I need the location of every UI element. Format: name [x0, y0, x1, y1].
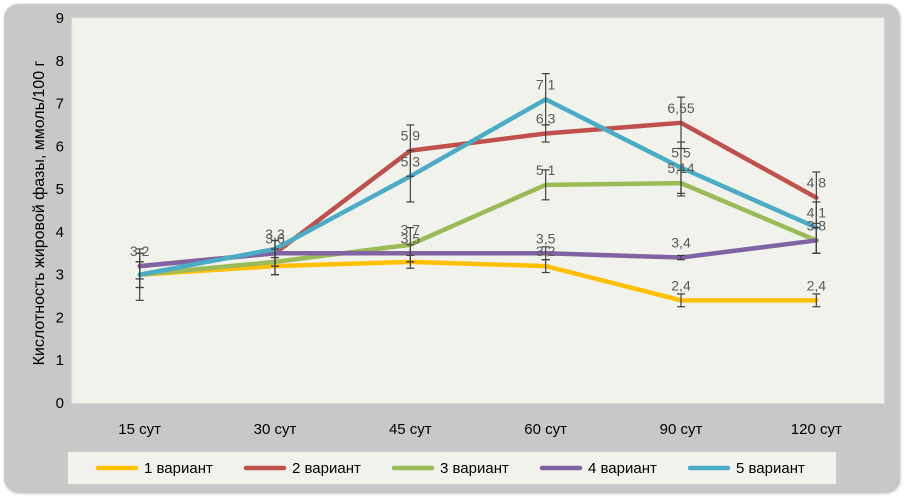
data-label: 3,5	[536, 230, 556, 246]
data-label: 3,6	[265, 230, 285, 246]
x-tick-label: 30 сут	[254, 421, 297, 438]
legend: 1 вариант 2 вариант 3 вариант 4 вариант 5 ва…	[95, 460, 805, 477]
data-label: 4,1	[807, 205, 827, 221]
y-tick-label: 0	[56, 395, 64, 412]
series-line	[137, 180, 819, 277]
data-label: 3,2	[130, 243, 150, 259]
legend-label: 2 вариант	[292, 460, 361, 477]
y-tick-label: 8	[56, 53, 64, 70]
y-tick-label: 7	[56, 96, 64, 113]
x-tick-label: 45 сут	[389, 421, 432, 438]
data-label: 6,3	[536, 111, 556, 127]
legend-label: 5 вариант	[736, 460, 805, 477]
data-label: 5,9	[401, 128, 421, 144]
y-tick-label: 1	[56, 352, 64, 369]
series-line	[137, 97, 819, 277]
error-bars	[135, 73, 821, 308]
data-label: 7,1	[536, 76, 556, 92]
data-label: 2,4	[807, 277, 827, 293]
y-tick-label: 6	[56, 138, 64, 155]
x-tick-label: 120 сут	[791, 421, 842, 438]
x-tick-label: 90 сут	[660, 421, 703, 438]
series-line	[137, 259, 819, 303]
legend-label: 1 вариант	[144, 460, 213, 477]
data-label: 6,55	[667, 100, 694, 116]
series-group	[137, 97, 819, 303]
y-tick-label: 5	[56, 181, 64, 198]
data-label: 5,14	[667, 160, 694, 176]
data-labels: 3,22,4 2,45,96,36,554,83,75,1 5,143,83,23,…	[130, 76, 826, 293]
x-axis-ticks: 15 сут 30 сут 45 сут 60 сут 90 сут 120 сут	[118, 421, 842, 438]
data-label: 3,5	[401, 230, 421, 246]
y-axis-label: Кислотность жировой фазы, ммоль/100 г	[31, 60, 48, 365]
data-label: 5,1	[536, 162, 556, 178]
x-tick-label: 15 сут	[118, 421, 161, 438]
line-chart: 0 1 2 3 4 5 6 7 8 9 15 сут 30 сут 45 сут 60 сут 90 су…	[31, 10, 885, 484]
y-tick-label: 4	[56, 224, 64, 241]
x-tick-label: 60 сут	[524, 421, 567, 438]
data-label: 3,2	[536, 243, 556, 259]
legend-label: 3 вариант	[440, 460, 509, 477]
y-tick-label: 9	[56, 10, 64, 27]
data-label: 3,7	[401, 222, 421, 238]
plot-area	[71, 17, 885, 404]
legend-label: 4 вариант	[588, 460, 657, 477]
y-tick-label: 2	[56, 309, 64, 326]
data-label: 3,4	[671, 235, 691, 251]
data-label: 2,4	[671, 277, 691, 293]
data-label: 5,5	[671, 145, 691, 161]
data-label: 5,3	[401, 153, 421, 169]
y-tick-label: 3	[56, 267, 64, 284]
chart-container: 0 1 2 3 4 5 6 7 8 9 15 сут 30 сут 45 сут 60 сут 90 су…	[4, 4, 899, 492]
y-axis-ticks: 0 1 2 3 4 5 6 7 8 9	[56, 10, 64, 412]
data-label: 3,3	[265, 226, 285, 242]
data-label: 3,8	[807, 217, 827, 233]
data-label: 4,8	[807, 175, 827, 191]
